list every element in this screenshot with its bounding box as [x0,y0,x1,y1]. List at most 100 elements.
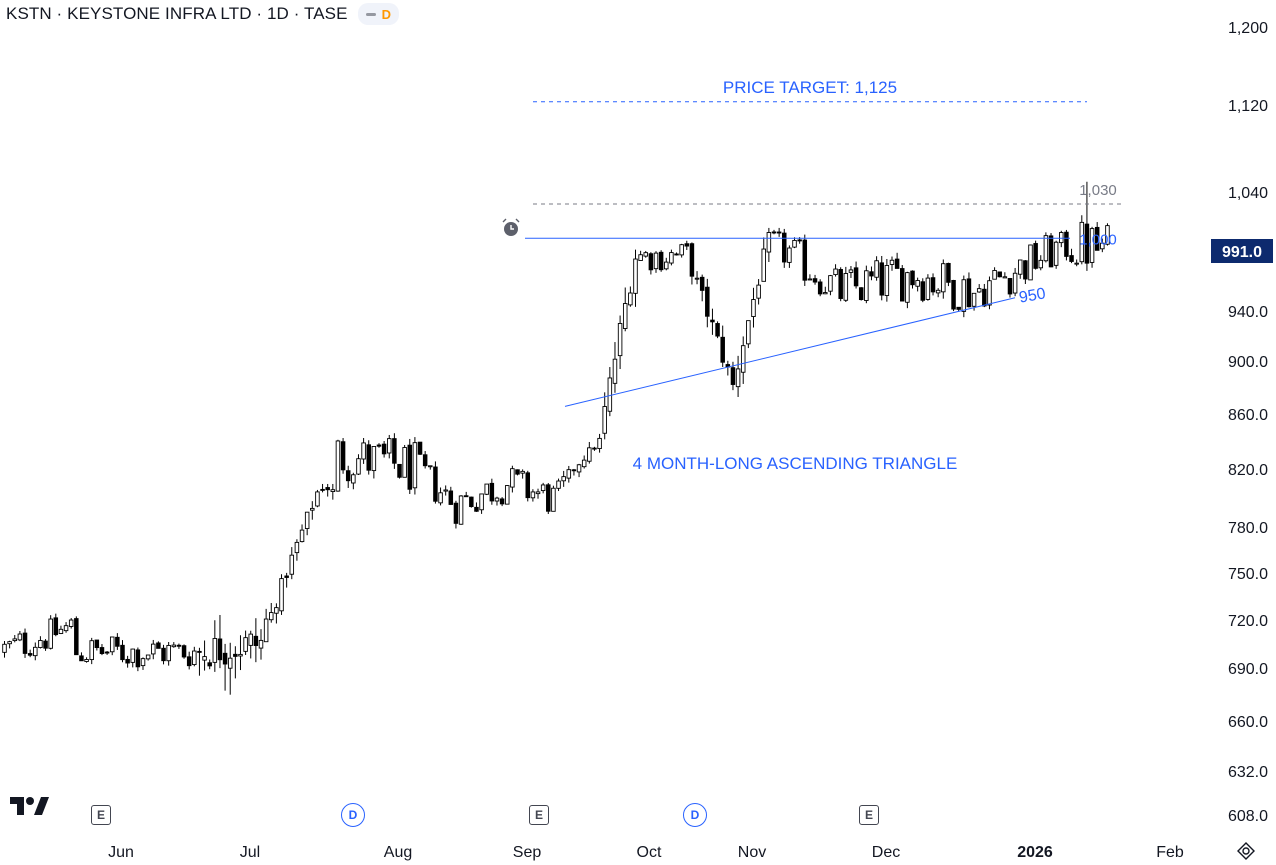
candle-body[interactable] [935,289,941,294]
candle-body[interactable] [1028,244,1033,281]
candle-body[interactable] [17,633,23,641]
candle-body[interactable] [479,493,484,511]
candle-body[interactable] [884,265,890,296]
candle-body[interactable] [915,280,920,287]
candle-body[interactable] [694,277,700,280]
candle-body[interactable] [617,323,623,357]
candle-body[interactable] [217,638,223,661]
candle-body[interactable] [1002,276,1008,279]
candle-body[interactable] [797,239,802,242]
candle-body[interactable] [930,277,936,293]
candle-body[interactable] [782,232,787,263]
candle-body[interactable] [833,268,838,276]
candle-body[interactable] [402,447,407,478]
candle-body[interactable] [756,284,761,299]
candle-body[interactable] [874,260,879,278]
candle-body[interactable] [284,575,289,578]
candle-body[interactable] [530,491,536,499]
candle-body[interactable] [925,277,931,300]
candle-body[interactable] [448,490,454,505]
candle-body[interactable] [587,447,592,462]
candle-body[interactable] [520,470,525,474]
candle-body[interactable] [761,248,766,282]
candle-body[interactable] [345,470,351,482]
candle-body[interactable] [125,658,130,664]
candle-body[interactable] [817,281,823,295]
candle-body[interactable] [843,273,849,301]
candle-body[interactable] [192,650,197,666]
candle-body[interactable] [1079,221,1085,263]
candle-body[interactable] [997,271,1002,278]
candle-body[interactable] [392,438,397,464]
candle-body[interactable] [648,253,654,271]
candle-body[interactable] [699,276,705,291]
candle-body[interactable] [540,484,546,492]
candle-body[interactable] [27,653,33,656]
candle-body[interactable] [166,644,171,662]
candle-body[interactable] [920,281,926,301]
candle-body[interactable] [212,638,218,663]
candle-body[interactable] [776,231,782,234]
candle-body[interactable] [186,656,192,667]
candle-body[interactable] [1023,260,1028,280]
candle-body[interactable] [33,646,38,657]
candle-body[interactable] [546,484,551,512]
candle-body[interactable] [53,617,59,636]
candle-body[interactable] [1100,242,1105,250]
candle-body[interactable] [597,437,602,449]
candle-body[interactable] [1007,278,1013,295]
candle-body[interactable] [330,489,336,493]
candle-body[interactable] [504,485,510,505]
candle-body[interactable] [771,231,777,234]
candle-body[interactable] [109,636,115,653]
candle-body[interactable] [489,482,495,502]
candle-body[interactable] [294,541,300,554]
candle-body[interactable] [422,454,428,467]
candle-body[interactable] [812,278,818,283]
candle-body[interactable] [853,267,859,287]
price-axis[interactable]: 1,200 1,120 1,040 940.0 900.0 860.0 820.0 780.0… [1211,20,1273,825]
candle-body[interactable] [689,243,695,277]
candle-body[interactable] [1089,228,1095,263]
candle-body[interactable] [233,653,238,657]
candle-body[interactable] [669,252,674,264]
candle-body[interactable] [253,635,259,646]
candle-body[interactable] [1064,231,1069,257]
candle-body[interactable] [38,640,43,649]
dividend-event-icon[interactable]: D [683,803,707,827]
candle-body[interactable] [510,468,515,488]
candle-body[interactable] [279,578,284,612]
candle-body[interactable] [12,638,18,642]
candle-body[interactable] [120,644,125,661]
candle-body[interactable] [900,268,905,302]
candle-body[interactable] [84,659,89,662]
candle-body[interactable] [320,488,325,491]
candle-body[interactable] [592,447,597,450]
candle-body[interactable] [1038,259,1044,269]
earnings-event-icon[interactable]: E [529,805,549,825]
candle-body[interactable] [269,612,274,621]
candle-body[interactable] [1033,243,1038,269]
candle-body[interactable] [43,640,48,649]
candle-body[interactable] [946,262,951,283]
candle-body[interactable] [2,643,7,653]
candle-body[interactable] [910,270,915,286]
candle-body[interactable] [397,463,402,478]
candle-body[interactable] [628,292,633,306]
candle-body[interactable] [156,642,161,649]
dividend-event-icon[interactable]: D [341,803,365,827]
candle-body[interactable] [381,443,387,455]
candle-body[interactable] [643,252,649,257]
candle-body[interactable] [22,632,28,654]
data-status-pill[interactable]: D [357,3,399,25]
candle-body[interactable] [289,554,295,575]
candle-body[interactable] [361,442,366,460]
candle-body[interactable] [356,458,361,475]
candle-body[interactable] [63,625,69,632]
candle-body[interactable] [1074,262,1079,265]
candle-body[interactable] [89,640,94,661]
candle-body[interactable] [274,607,279,614]
candle-body[interactable] [581,459,587,468]
candle-body[interactable] [556,480,561,489]
